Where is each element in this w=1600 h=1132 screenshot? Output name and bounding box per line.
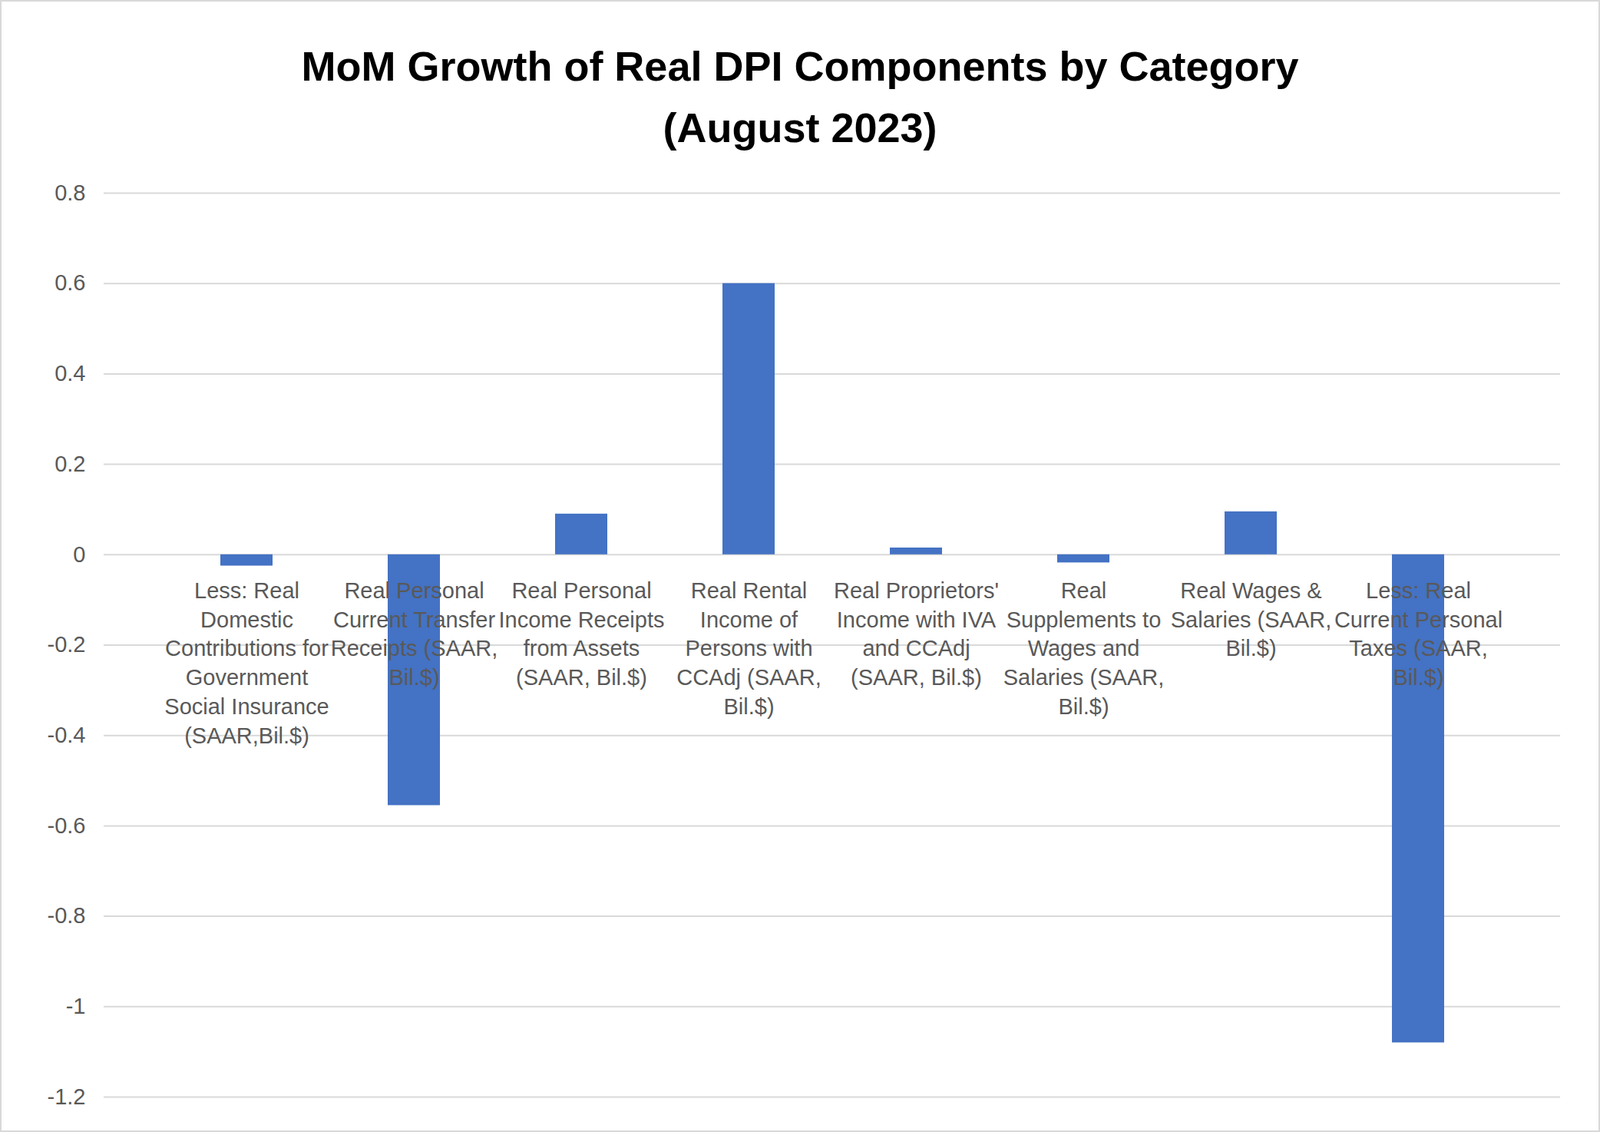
svg-text:0.8: 0.8: [54, 180, 86, 205]
svg-text:-1.2: -1.2: [47, 1084, 86, 1109]
svg-text:Real Proprietors'Income with I: Real Proprietors'Income with IVAand CCAd…: [833, 578, 999, 690]
svg-text:0.2: 0.2: [54, 451, 86, 477]
svg-text:0: 0: [72, 542, 86, 567]
svg-text:-0.8: -0.8: [47, 902, 86, 928]
svg-text:Real PersonalCurrent TransferR: Real PersonalCurrent TransferReceipts (S…: [330, 578, 499, 690]
svg-text:Real PersonalIncome Receiptsfr: Real PersonalIncome Receiptsfrom Assets(…: [499, 578, 665, 690]
svg-text:-0.6: -0.6: [47, 813, 86, 838]
svg-text:Real RentalIncome ofPersons wi: Real RentalIncome ofPersons withCCAdj (S…: [676, 578, 822, 719]
svg-text:0.6: 0.6: [54, 270, 86, 295]
svg-text:-0.4: -0.4: [47, 722, 86, 748]
svg-text:-1: -1: [66, 993, 86, 1019]
html-text:MoM Growth of Real DPI Compone: MoM Growth of Real DPI Components by Cat…: [301, 42, 1299, 151]
svg-text:RealSupplements toWages andSal: RealSupplements toWages andSalaries (SAA…: [1003, 578, 1165, 719]
svg-text:-0.2: -0.2: [47, 631, 86, 657]
svg-text:Less: RealCurrent PersonalTaxe: Less: RealCurrent PersonalTaxes (SAAR,Bi…: [1334, 578, 1503, 690]
svg-text:Real Wages &Salaries (SAAR,Bil: Real Wages &Salaries (SAAR,Bil.$): [1170, 578, 1333, 661]
svg-text:Less: RealDomesticContribution: Less: RealDomesticContributions forGover…: [164, 578, 329, 748]
svg-text:0.4: 0.4: [54, 360, 86, 386]
